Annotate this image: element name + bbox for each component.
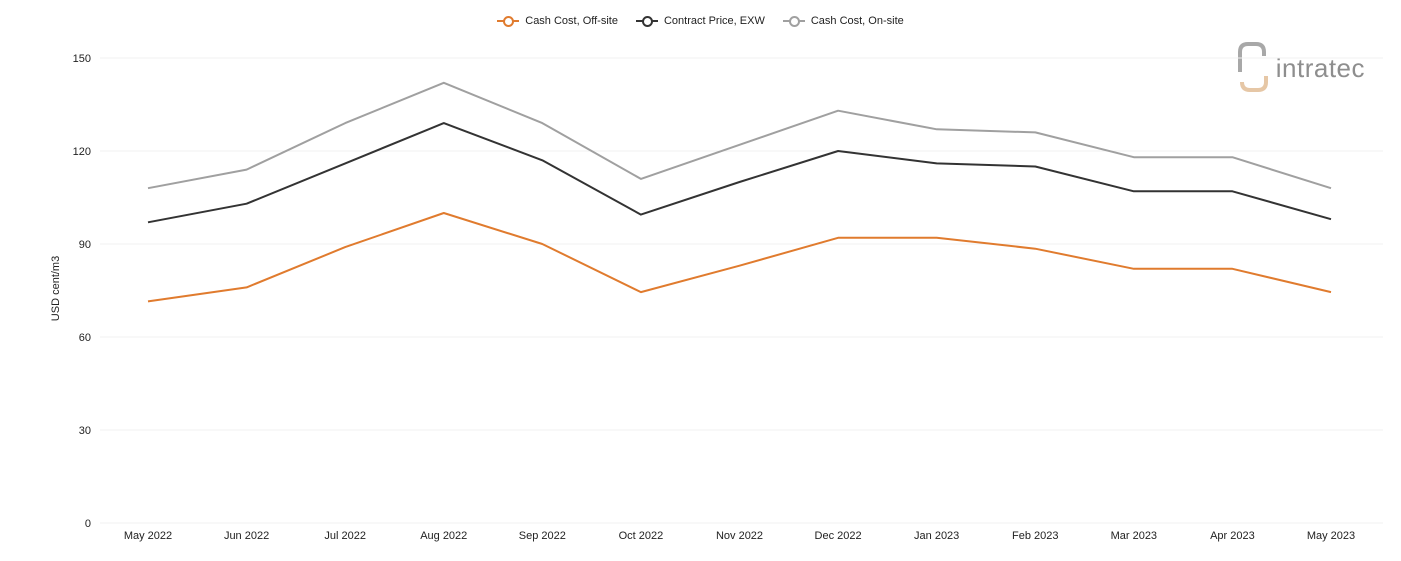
chart-legend: Cash Cost, Off-site Contract Price, EXW Ca… <box>0 15 1401 27</box>
legend-label: Cash Cost, Off-site <box>525 15 618 27</box>
legend-label: Cash Cost, On-site <box>810 15 904 27</box>
x-tick-label: May 2022 <box>124 530 172 542</box>
legend-swatch-icon <box>782 16 805 27</box>
x-tick-label: May 2023 <box>1307 530 1355 542</box>
x-tick-label: Mar 2023 <box>1111 530 1157 542</box>
x-tick-label: Jul 2022 <box>324 530 366 542</box>
x-tick-label: Jan 2023 <box>914 530 959 542</box>
legend-label: Contract Price, EXW <box>663 15 765 27</box>
intratec-logo-mark-icon <box>1237 42 1268 92</box>
x-tick-label: Sep 2022 <box>519 530 566 542</box>
y-tick-label: 0 <box>85 518 91 530</box>
y-tick-label: 30 <box>79 425 91 437</box>
x-tick-label: Feb 2023 <box>1012 530 1058 542</box>
x-tick-label: Jun 2022 <box>224 530 269 542</box>
y-axis-title: USD cent/m3 <box>50 256 62 321</box>
y-tick-label: 90 <box>79 239 91 251</box>
x-tick-label: Apr 2023 <box>1210 530 1255 542</box>
legend-item[interactable]: Cash Cost, On-site <box>782 15 904 27</box>
y-tick-label: 60 <box>79 332 91 344</box>
legend-item[interactable]: Contract Price, EXW <box>635 15 765 27</box>
y-tick-label: 150 <box>73 53 91 65</box>
legend-swatch-icon <box>635 16 658 27</box>
legend-swatch-icon <box>497 16 520 27</box>
series-line <box>147 212 1332 303</box>
x-tick-label: Oct 2022 <box>619 530 664 542</box>
x-tick-label: Nov 2022 <box>716 530 763 542</box>
series-line <box>147 122 1332 224</box>
y-tick-label: 120 <box>73 146 91 158</box>
x-tick-label: Aug 2022 <box>420 530 467 542</box>
series-line <box>147 81 1332 190</box>
legend-item[interactable]: Cash Cost, Off-site <box>497 15 618 27</box>
x-tick-label: Dec 2022 <box>815 530 862 542</box>
